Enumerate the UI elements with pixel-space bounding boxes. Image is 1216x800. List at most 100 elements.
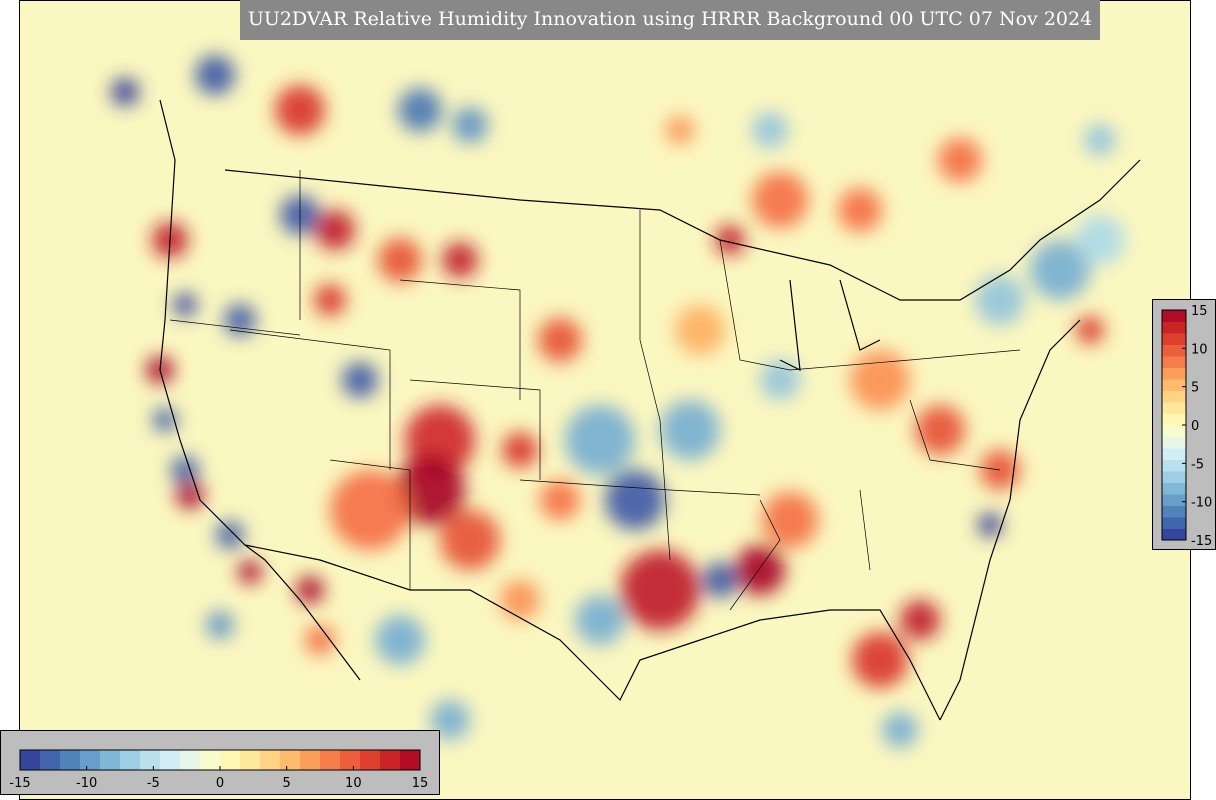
colorbar-swatch bbox=[1162, 390, 1186, 403]
field-blob bbox=[176, 481, 204, 509]
field-blob bbox=[938, 138, 982, 182]
colorbar-swatch bbox=[1162, 459, 1186, 472]
field-blob bbox=[305, 625, 335, 655]
colorbar-tick-label: -5 bbox=[1191, 457, 1204, 472]
field-blob bbox=[173, 293, 197, 317]
field-blob bbox=[224, 304, 256, 336]
colorbar-swatch bbox=[1162, 448, 1186, 460]
field-blob bbox=[620, 550, 700, 630]
field-blob bbox=[314, 284, 346, 316]
field-blob bbox=[915, 405, 965, 455]
field-blob bbox=[452, 107, 488, 143]
colorbar-tick-label: -10 bbox=[76, 776, 97, 791]
field-blob bbox=[238, 560, 262, 584]
field-blob bbox=[762, 492, 818, 548]
colorbar-swatch bbox=[380, 750, 401, 770]
title-box bbox=[240, 0, 1100, 40]
field-blob bbox=[378, 238, 422, 282]
colorbar-swatch bbox=[260, 750, 281, 770]
colorbar-swatch bbox=[340, 750, 361, 770]
colorbar-tick-label: -15 bbox=[1191, 534, 1212, 549]
field-blob bbox=[315, 210, 355, 250]
colorbar-tick-label: -10 bbox=[1191, 496, 1212, 511]
field-blob bbox=[715, 225, 745, 255]
field-blob bbox=[395, 455, 465, 525]
colorbar-swatch bbox=[1162, 344, 1186, 357]
field-blob bbox=[575, 595, 625, 645]
field bbox=[111, 55, 1125, 748]
field-blob bbox=[852, 632, 908, 688]
colorbar-tick-label: 0 bbox=[216, 776, 224, 791]
field-blob bbox=[605, 470, 665, 530]
field-blob bbox=[752, 112, 788, 148]
colorbar-tick-label: 10 bbox=[345, 776, 362, 791]
field-blob bbox=[850, 350, 910, 410]
colorbar-swatch bbox=[1162, 356, 1186, 368]
field-blob bbox=[153, 408, 177, 432]
colorbar-swatch bbox=[1162, 494, 1186, 506]
colorbar: 15 10 5 0 -5 -10 -15 bbox=[1161, 304, 1212, 549]
colorbar-swatch bbox=[300, 750, 321, 770]
colorbar-swatch bbox=[60, 750, 81, 770]
field-blob bbox=[540, 480, 580, 520]
colorbar-tick-label: 0 bbox=[1191, 419, 1199, 434]
colorbar-swatch bbox=[1162, 379, 1186, 391]
field-blob bbox=[442, 242, 478, 278]
colorbar-swatch bbox=[180, 750, 201, 770]
colorbar-tick-label: 15 bbox=[412, 776, 429, 791]
field-blob bbox=[900, 600, 940, 640]
colorbar-swatch bbox=[100, 750, 121, 770]
colorbar-swatch bbox=[360, 750, 381, 770]
colorbar-swatch bbox=[80, 750, 101, 770]
field-blob bbox=[538, 318, 582, 362]
field-blob bbox=[111, 78, 139, 106]
colorbar-swatch bbox=[1162, 471, 1186, 483]
field-blob bbox=[398, 88, 442, 132]
colorbar-swatch bbox=[40, 750, 61, 770]
title: UU2DVAR Relative Humidity Innovation usi… bbox=[248, 8, 1092, 30]
colorbar-swatch bbox=[200, 750, 221, 770]
field-blob bbox=[975, 275, 1025, 325]
colorbar-swatch bbox=[240, 750, 261, 770]
field-blob bbox=[275, 85, 325, 135]
colorbar-swatch bbox=[1162, 310, 1186, 322]
field-blob bbox=[666, 116, 694, 144]
colorbar-swatch bbox=[1162, 402, 1186, 414]
colorbar-swatch bbox=[1162, 333, 1186, 345]
colorbar-swatch bbox=[1162, 482, 1186, 495]
colorbar-tick-label: -5 bbox=[147, 776, 160, 791]
colorbar-swatch bbox=[120, 750, 141, 770]
field-blob bbox=[735, 545, 785, 595]
field-blob bbox=[760, 360, 800, 400]
colorbar-swatch bbox=[1162, 517, 1186, 529]
field-blob bbox=[1084, 124, 1116, 156]
field-blob bbox=[502, 432, 538, 468]
field-blob bbox=[882, 712, 918, 748]
field-blob bbox=[296, 576, 324, 604]
field-blob bbox=[500, 580, 540, 620]
colorbar-tick-label: 5 bbox=[283, 776, 291, 791]
field-blob bbox=[440, 510, 500, 570]
field-blob bbox=[838, 188, 882, 232]
colorbar-swatch bbox=[160, 750, 181, 770]
colorbar-swatch bbox=[280, 750, 301, 770]
field-blob bbox=[660, 400, 720, 460]
colorbar-swatch bbox=[140, 750, 161, 770]
colorbar-swatch bbox=[1162, 367, 1186, 380]
field-blob bbox=[752, 172, 808, 228]
field-blob bbox=[1076, 316, 1104, 344]
field-blob bbox=[330, 470, 410, 550]
colorbar-swatch bbox=[220, 750, 241, 770]
colorbar: -15 -10 -5 0 5 10 15 bbox=[9, 749, 429, 791]
colorbar-swatch bbox=[400, 750, 421, 770]
colorbar-swatch bbox=[1162, 436, 1186, 449]
field-blob bbox=[978, 513, 1002, 537]
field-blob bbox=[206, 611, 234, 639]
field-blob bbox=[375, 615, 425, 665]
field-blob bbox=[1030, 240, 1090, 300]
field-blob bbox=[342, 362, 378, 398]
field-blob bbox=[565, 405, 635, 475]
colorbar-swatch bbox=[320, 750, 341, 770]
field-blob bbox=[1075, 215, 1125, 265]
